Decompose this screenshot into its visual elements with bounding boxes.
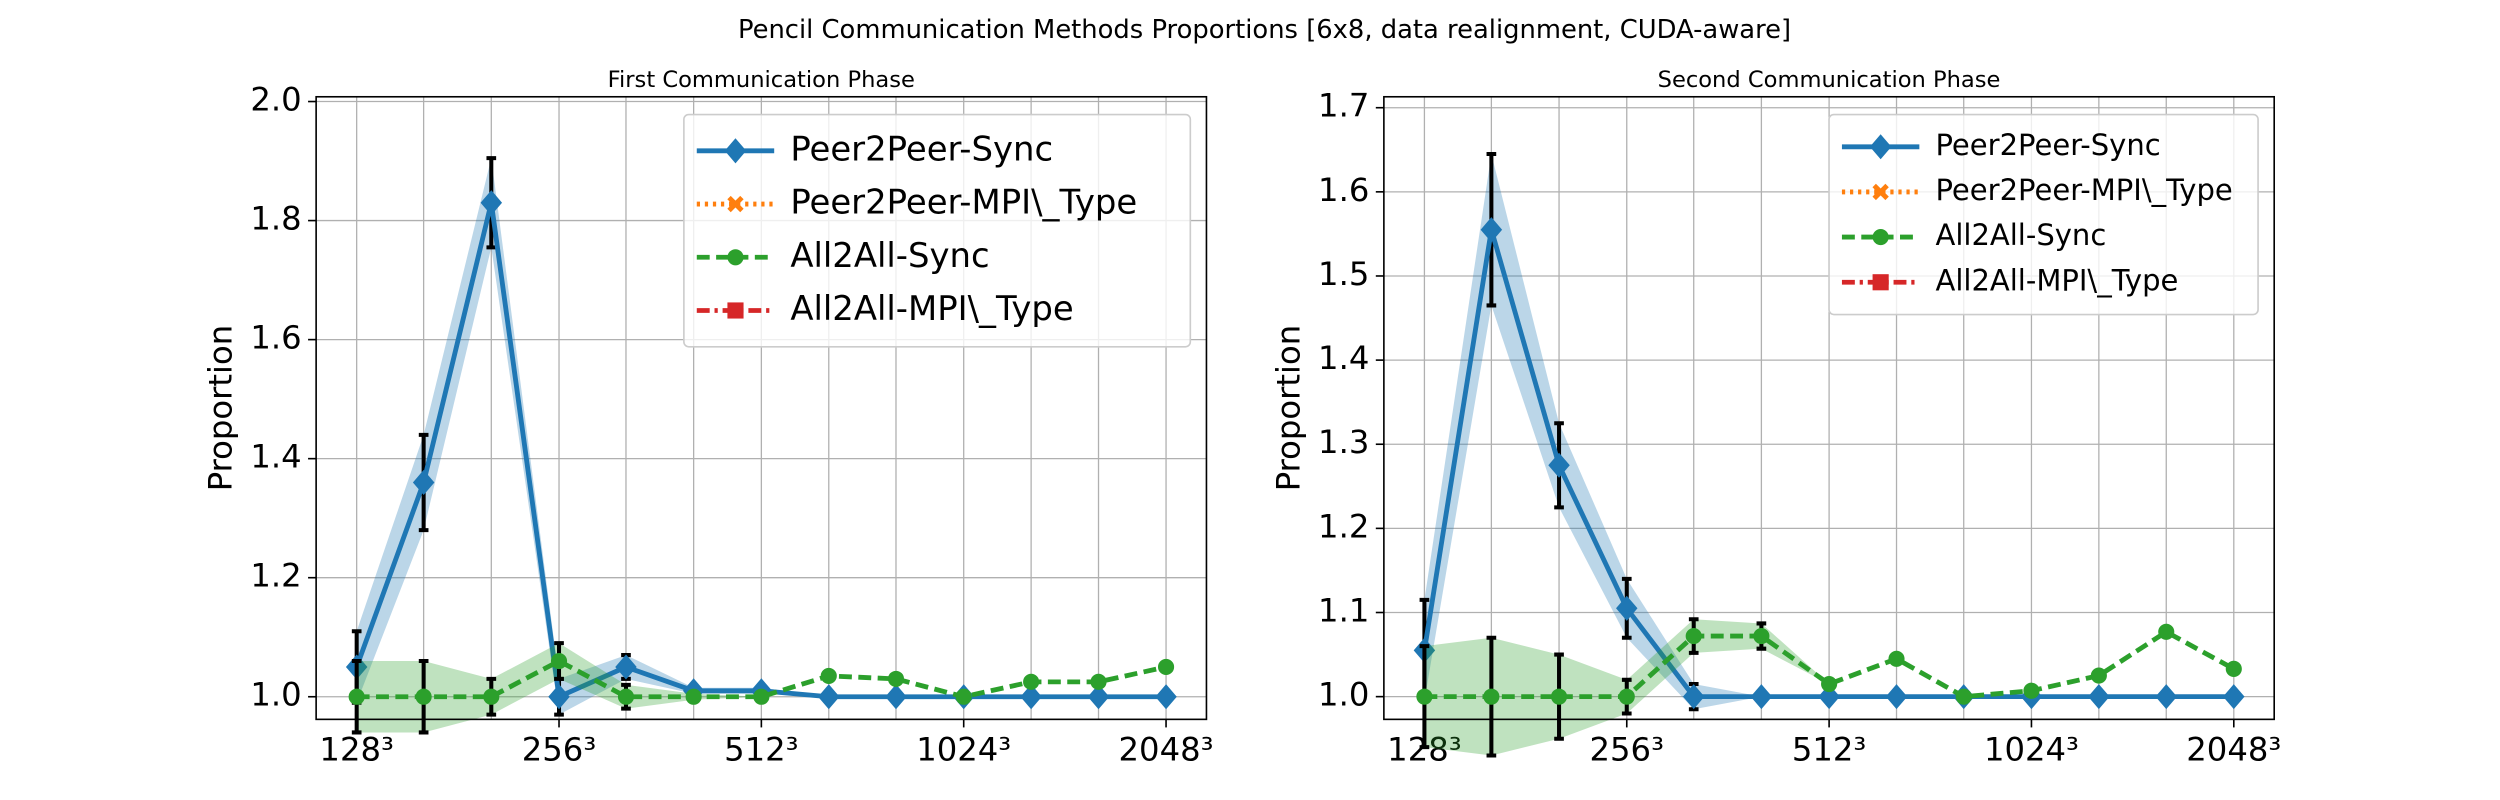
marker (1618, 688, 1635, 705)
legend-label: All2All-Sync (1935, 218, 2106, 252)
axes-title: First Communication Phase (608, 67, 915, 93)
figure-title: Pencil Communication Methods Proportions… (738, 15, 1791, 45)
y-axis-label: Proportion (202, 325, 240, 491)
axes-frame (1383, 95, 2275, 721)
marker (727, 249, 744, 266)
x-tick-label: 2048³ (2186, 731, 2281, 769)
marker (1550, 688, 1568, 705)
legend-label: Peer2Peer-MPI\_Type (790, 183, 1137, 222)
marker (1869, 134, 1892, 160)
marker (885, 684, 907, 710)
marker (818, 684, 840, 710)
marker (1685, 627, 1702, 645)
marker (1885, 684, 1908, 710)
x-tick-label: 128³ (319, 731, 393, 769)
x-tick-label: 1024³ (1984, 731, 2079, 769)
marker (2088, 684, 2110, 710)
marker (1480, 217, 1503, 243)
series (348, 641, 1175, 735)
y-tick-label: 1.2 (250, 557, 301, 595)
y-tick-label: 1.4 (1318, 339, 1369, 377)
marker (887, 670, 905, 687)
legend-label: All2All-MPI\_Type (790, 289, 1073, 328)
y-tick-label: 1.2 (1318, 507, 1369, 545)
marker (1750, 684, 1773, 710)
y-tick-label: 1.0 (250, 676, 301, 714)
marker (412, 469, 435, 495)
marker (1821, 675, 1838, 693)
series (1416, 617, 2242, 758)
marker (1090, 673, 1107, 690)
marker (2158, 623, 2175, 640)
marker (1872, 229, 1889, 246)
axes-frame (315, 95, 1208, 721)
legend-label: Peer2Peer-Sync (1935, 128, 2160, 162)
x-tick-label: 512³ (724, 731, 798, 769)
marker (2223, 684, 2245, 710)
y-axis-label: Proportion (1269, 325, 1307, 491)
marker (955, 688, 972, 705)
marker (753, 688, 770, 705)
marker (617, 688, 635, 705)
marker (1416, 688, 1433, 705)
y-tick-label: 1.4 (250, 438, 301, 476)
y-tick-label: 1.3 (1318, 423, 1369, 461)
marker (1023, 673, 1040, 690)
marker (1087, 684, 1110, 710)
legend-label: Peer2Peer-Sync (790, 129, 1053, 168)
marker (1020, 684, 1042, 710)
marker (1818, 684, 1840, 710)
y-tick-label: 2.0 (250, 81, 301, 119)
y-tick-label: 1.1 (1318, 592, 1369, 630)
marker (820, 667, 837, 684)
marker (1155, 684, 1177, 710)
legend-box (683, 113, 1192, 348)
marker (1872, 183, 1889, 201)
x-tick-label: 512³ (1792, 731, 1866, 769)
marker (615, 654, 637, 680)
marker (2225, 660, 2242, 677)
marker (548, 684, 570, 710)
marker (1753, 627, 1770, 645)
marker (1548, 452, 1570, 478)
marker (727, 195, 744, 213)
marker (1955, 688, 1972, 705)
x-tick-label: 1024³ (916, 731, 1011, 769)
y-tick-label: 1.7 (1318, 87, 1369, 125)
y-tick-label: 1.5 (1318, 255, 1369, 293)
x-tick-label: 256³ (1590, 731, 1664, 769)
y-tick-label: 1.0 (1318, 676, 1369, 714)
marker (2155, 684, 2177, 710)
marker (685, 688, 702, 705)
marker (1157, 658, 1175, 676)
marker (1682, 684, 1705, 710)
legend-label: All2All-MPI\_Type (1935, 263, 2178, 297)
marker (483, 688, 500, 705)
marker (348, 688, 365, 705)
marker (1888, 650, 1905, 667)
marker (724, 138, 747, 164)
error-band (1424, 619, 2234, 756)
marker (2023, 682, 2040, 699)
legend-label: Peer2Peer-MPI\_Type (1935, 173, 2232, 207)
marker (727, 302, 744, 319)
y-tick-label: 1.6 (1318, 171, 1369, 209)
y-tick-label: 1.8 (250, 200, 301, 238)
y-tick-label: 1.6 (250, 319, 301, 357)
legend-label: All2All-Sync (790, 236, 989, 275)
marker (415, 688, 432, 705)
x-tick-label: 2048³ (1119, 731, 1214, 769)
marker (2090, 667, 2107, 684)
legend-box (1828, 113, 2259, 316)
marker (1483, 688, 1500, 705)
x-tick-label: 256³ (522, 731, 596, 769)
marker (1872, 274, 1889, 291)
marker (550, 652, 568, 670)
marker (480, 190, 503, 216)
marker (1616, 595, 1638, 621)
axes-title: Second Communication Phase (1658, 67, 2001, 93)
